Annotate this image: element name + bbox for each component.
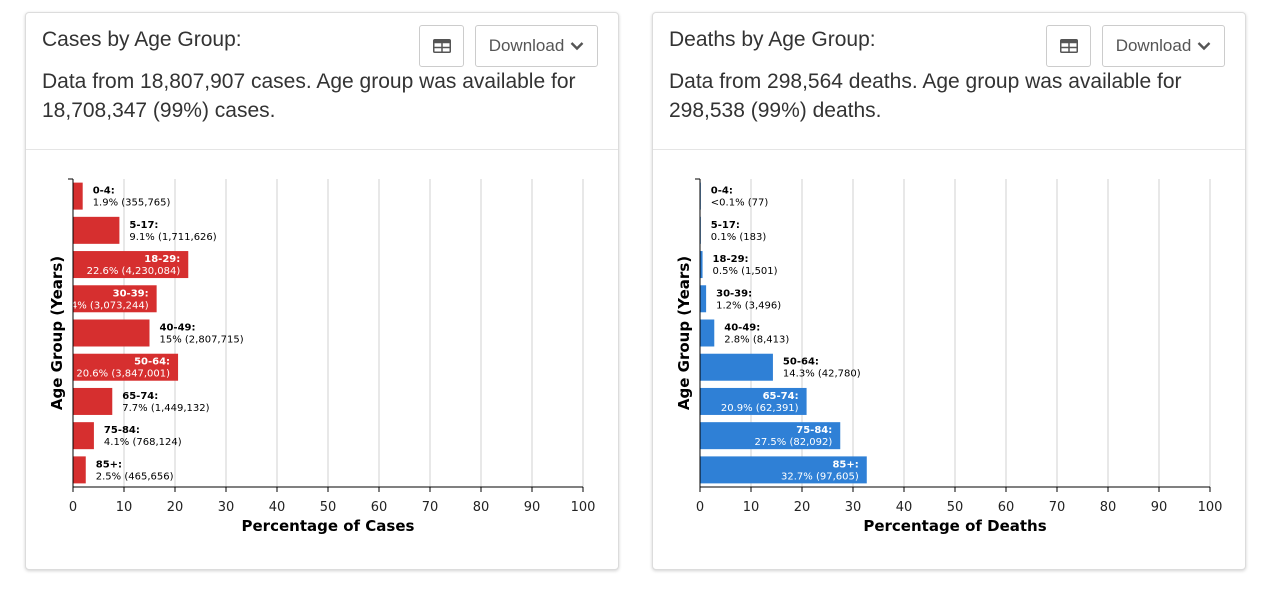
deaths-panel: Deaths by Age Group: Data from 298,564 d… (652, 12, 1246, 570)
bar-category-label: 18-29: (144, 254, 180, 265)
deaths-table-view-button[interactable] (1046, 25, 1091, 67)
bar-18-29 (700, 251, 703, 279)
cases-panel: Cases by Age Group: Data from 18,807,907… (25, 12, 619, 570)
bar-value-label: 9.1% (1,711,626) (129, 232, 216, 243)
bar-5-17 (73, 216, 120, 244)
x-tick-label: 40 (896, 500, 913, 515)
bar-65-74 (73, 387, 113, 415)
bar-value-label: 0.1% (183) (711, 232, 767, 243)
bar-value-label: 2.8% (8,413) (724, 335, 789, 346)
deaths-panel-description: Data from 298,564 deaths. Age group was … (669, 70, 1182, 122)
x-tick-label: 70 (1049, 500, 1066, 515)
cases-bar-chart: 0-4:1.9% (355,765) 5-17:9.1% (1,711,626) 1… (48, 178, 596, 535)
bar-18-29 (73, 251, 189, 279)
x-tick-label: 90 (1151, 500, 1168, 515)
bar-category-label: 40-49: (724, 323, 760, 334)
x-tick-label: 100 (1198, 500, 1223, 515)
bar-category-label: 75-84: (796, 425, 832, 436)
bar-value-label: 1.9% (355,765) (93, 198, 171, 209)
cases-panel-title: Cases by Age Group: (42, 28, 242, 51)
bar-category-label: 18-29: (713, 254, 749, 265)
x-tick-label: 50 (947, 500, 964, 515)
bar-value-label: 1.2% (3,496) (716, 300, 781, 311)
bar-40-49 (700, 319, 715, 347)
bar-value-label: 20.9% (62,391) (721, 403, 799, 414)
cases-download-button[interactable]: Download (475, 25, 598, 67)
deaths-download-label: Download (1115, 36, 1192, 55)
deaths-panel-header: Deaths by Age Group: Data from 298,564 d… (653, 13, 1245, 150)
bar-65-74 (700, 387, 807, 415)
x-tick-label: 30 (218, 500, 235, 515)
x-tick-label: 10 (743, 500, 760, 515)
bar-value-label: 20.6% (3,847,001) (76, 369, 170, 380)
y-axis-title: Age Group (Years) (48, 256, 66, 410)
x-tick-label: 60 (371, 500, 388, 515)
bar-category-label: 30-39: (113, 288, 149, 299)
x-tick-label: 100 (571, 500, 596, 515)
x-tick-label: 50 (320, 500, 337, 515)
bar-category-label: 85+: (96, 459, 122, 470)
bar-50-64 (73, 353, 179, 381)
table-icon (432, 39, 451, 53)
bar-value-label: 2.5% (465,656) (96, 471, 174, 482)
bar-0-4 (73, 182, 83, 210)
x-tick-label: 0 (69, 500, 77, 515)
x-axis-title: Percentage of Deaths (863, 517, 1046, 535)
bar-value-label: 0.5% (1,501) (713, 266, 778, 277)
bar-value-label: 27.5% (82,092) (755, 437, 833, 448)
bar-40-49 (73, 319, 150, 347)
bar-value-label: 16.4% (3,073,244) (55, 300, 149, 311)
bar-75-84 (73, 422, 94, 450)
bar-value-label: 32.7% (97,605) (781, 471, 859, 482)
bar-category-label: 85+: (832, 459, 858, 470)
bar-category-label: 65-74: (122, 391, 158, 402)
x-tick-label: 30 (845, 500, 862, 515)
bar-category-label: 30-39: (716, 288, 752, 299)
cases-download-label: Download (488, 36, 565, 55)
bar-category-label: 0-4: (93, 186, 115, 197)
bar-category-label: 5-17: (129, 220, 158, 231)
x-tick-label: 40 (269, 500, 286, 515)
bar-value-label: <0.1% (77) (711, 198, 769, 209)
bar-85+ (700, 456, 867, 484)
y-axis-title: Age Group (Years) (675, 256, 693, 410)
bar-value-label: 14.3% (42,780) (783, 369, 861, 380)
x-tick-label: 80 (473, 500, 490, 515)
bar-category-label: 50-64: (783, 357, 819, 368)
bar-75-84 (700, 422, 841, 450)
bar-value-label: 4.1% (768,124) (104, 437, 182, 448)
x-tick-label: 90 (524, 500, 541, 515)
bar-category-label: 0-4: (711, 186, 733, 197)
deaths-bar-chart: 0-4:<0.1% (77) 5-17:0.1% (183) 18-29:0.5% … (675, 178, 1223, 535)
bar-85+ (73, 456, 86, 484)
x-tick-label: 70 (422, 500, 439, 515)
x-axis-title: Percentage of Cases (242, 517, 415, 535)
bar-value-label: 7.7% (1,449,132) (122, 403, 209, 414)
bar-category-label: 50-64: (134, 357, 170, 368)
x-tick-label: 10 (116, 500, 133, 515)
deaths-download-button[interactable]: Download (1102, 25, 1225, 67)
deaths-panel-title: Deaths by Age Group: (669, 28, 876, 51)
bar-30-39 (73, 285, 157, 313)
chevron-down-icon (570, 42, 584, 51)
cases-table-view-button[interactable] (419, 25, 464, 67)
bar-category-label: 65-74: (763, 391, 799, 402)
x-tick-label: 80 (1100, 500, 1117, 515)
cases-panel-description: Data from 18,807,907 cases. Age group wa… (42, 70, 576, 122)
bar-50-64 (700, 353, 773, 381)
bar-category-label: 75-84: (104, 425, 140, 436)
x-tick-label: 0 (696, 500, 704, 515)
bar-value-label: 22.6% (4,230,084) (87, 266, 181, 277)
bar-category-label: 5-17: (711, 220, 740, 231)
table-icon (1059, 39, 1078, 53)
bar-30-39 (700, 285, 707, 313)
chevron-down-icon (1197, 42, 1211, 51)
bar-value-label: 15% (2,807,715) (160, 335, 244, 346)
bar-category-label: 40-49: (160, 323, 196, 334)
x-tick-label: 60 (998, 500, 1015, 515)
x-tick-label: 20 (167, 500, 184, 515)
x-tick-label: 20 (794, 500, 811, 515)
cases-panel-header: Cases by Age Group: Data from 18,807,907… (26, 13, 618, 150)
